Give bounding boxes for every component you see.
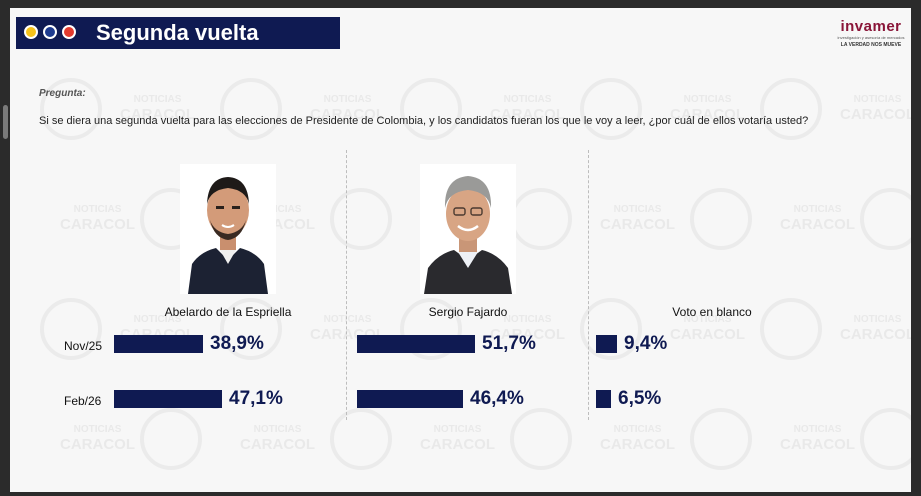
- row-label-nov25: Nov/25: [64, 339, 103, 353]
- logo-subtitle: investigación y asesoría de mercados: [837, 35, 905, 40]
- watermark-ring-icon: [330, 188, 392, 250]
- watermark-ring-icon: [510, 188, 572, 250]
- watermark-ring-icon: [400, 78, 462, 140]
- candidate-photo-fajardo: [420, 164, 516, 294]
- column-divider-2: [588, 150, 589, 420]
- scrollbar-handle[interactable]: [3, 105, 8, 139]
- row-label-feb26: Feb/26: [64, 394, 102, 408]
- candidate-name-blanco: Voto en blanco: [672, 305, 752, 319]
- value-label-espriella-feb26: 47,1%: [229, 388, 283, 409]
- candidate-name-fajardo: Sergio Fajardo: [428, 305, 508, 319]
- bar-espriella-nov25: [114, 335, 203, 353]
- watermark-ring-icon: [690, 408, 752, 470]
- candidate-photo-espriella: [180, 164, 276, 294]
- bar-fajardo-nov25: [357, 335, 475, 353]
- yellow-dot-icon: [24, 25, 38, 39]
- watermark-ring-icon: [860, 188, 911, 250]
- question-label: Pregunta:: [39, 88, 86, 99]
- bar-fajardo-feb26: [357, 390, 463, 408]
- slide: NOTICIAS CARACOL NOTICIAS CARACOL NOTICIAS CA…: [10, 8, 911, 492]
- page-title: Segunda vuelta: [96, 20, 259, 45]
- watermark-ring-icon: [510, 408, 572, 470]
- watermark-ring-icon: [580, 78, 642, 140]
- value-label-espriella-nov25: 38,9%: [210, 333, 264, 354]
- watermark-ring-icon: [760, 78, 822, 140]
- red-dot-icon: [62, 25, 76, 39]
- logo-name: invamer: [840, 18, 902, 35]
- value-label-fajardo-nov25: 51,7%: [482, 333, 536, 354]
- bar-blanco-feb26: [596, 390, 611, 408]
- value-label-fajardo-feb26: 46,4%: [470, 388, 524, 409]
- candidate-name-espriella: Abelardo de la Espriella: [164, 305, 292, 319]
- bar-blanco-nov25: [596, 335, 617, 353]
- watermark-ring-icon: [140, 408, 202, 470]
- value-label-blanco-nov25: 9,4%: [624, 333, 668, 354]
- bar-espriella-feb26: [114, 390, 222, 408]
- watermark-ring-icon: [860, 408, 911, 470]
- watermark-ring-icon: [690, 188, 752, 250]
- watermark-ring-icon: [220, 78, 282, 140]
- logo-tagline: LA VERDAD NOS MUEVE: [840, 42, 902, 48]
- question-text: Si se diera una segunda vuelta para las …: [39, 115, 809, 127]
- value-label-blanco-feb26: 6,5%: [618, 388, 662, 409]
- column-divider-1: [346, 150, 347, 420]
- invamer-logo: invamer investigación y asesoría de merc…: [836, 18, 906, 58]
- watermark-ring-icon: [330, 408, 392, 470]
- blue-dot-icon: [43, 25, 57, 39]
- title-bar: Segunda vuelta: [16, 17, 340, 49]
